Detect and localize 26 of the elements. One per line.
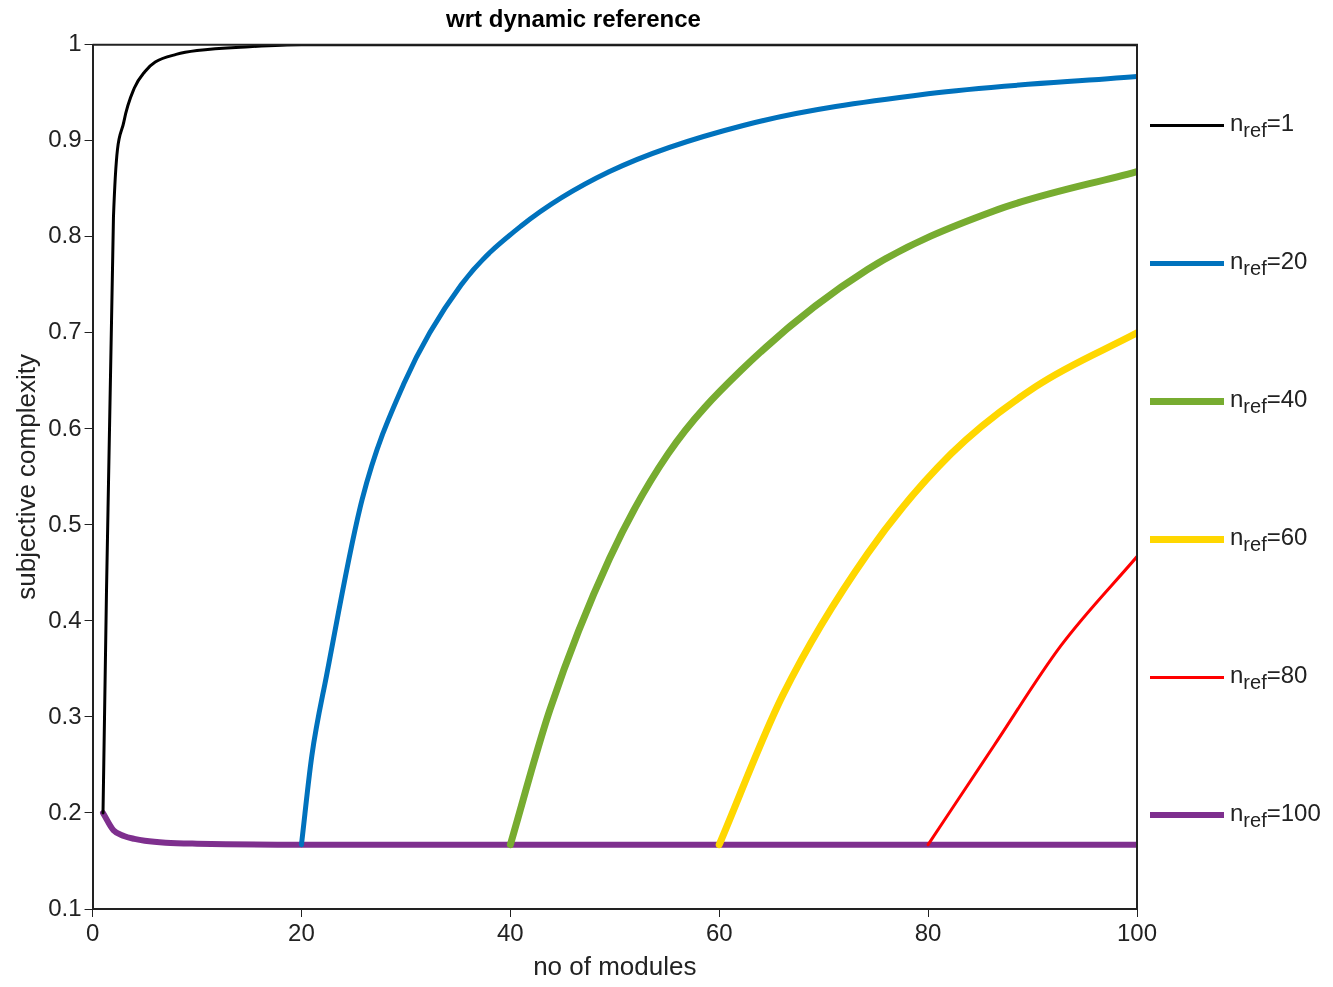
y-tick-label: 0.6 — [48, 413, 82, 441]
y-tick-label: 0.4 — [48, 605, 82, 633]
line-series — [926, 555, 1137, 847]
chart-title: wrt dynamic reference — [445, 5, 701, 33]
y-tick-label: 0.5 — [48, 509, 82, 537]
y-tick-label: 0.8 — [48, 221, 82, 249]
legend-label: n$_{ref}$=20 — [1230, 246, 1308, 280]
x-axis-title: no of modules — [533, 950, 697, 981]
y-tick-label: 0.3 — [48, 701, 82, 729]
legend-label: n$_{ref}$=40 — [1230, 384, 1308, 418]
y-tick-label: 0.9 — [48, 125, 82, 153]
x-tick-label: 20 — [288, 919, 315, 947]
x-tick-label: 80 — [914, 919, 942, 947]
legend-label: n$_{ref}$=60 — [1230, 522, 1308, 556]
x-tick-label: 100 — [1116, 919, 1158, 947]
legend-label: n$_{ref}$=100 — [1230, 798, 1321, 832]
y-tick-label: 0.1 — [48, 893, 82, 921]
legend-label: n$_{ref}$=80 — [1230, 660, 1308, 694]
y-tick-label: 1 — [68, 29, 82, 57]
legend-label: n$_{ref}$=1 — [1230, 108, 1295, 142]
x-tick-label: 40 — [496, 919, 524, 947]
x-tick-label: 60 — [705, 919, 733, 947]
y-tick-label: 0.7 — [48, 317, 82, 345]
y-axis-title: subjective complexity — [10, 354, 41, 600]
y-tick-label: 0.2 — [48, 797, 82, 825]
x-tick-label: 0 — [85, 919, 100, 947]
